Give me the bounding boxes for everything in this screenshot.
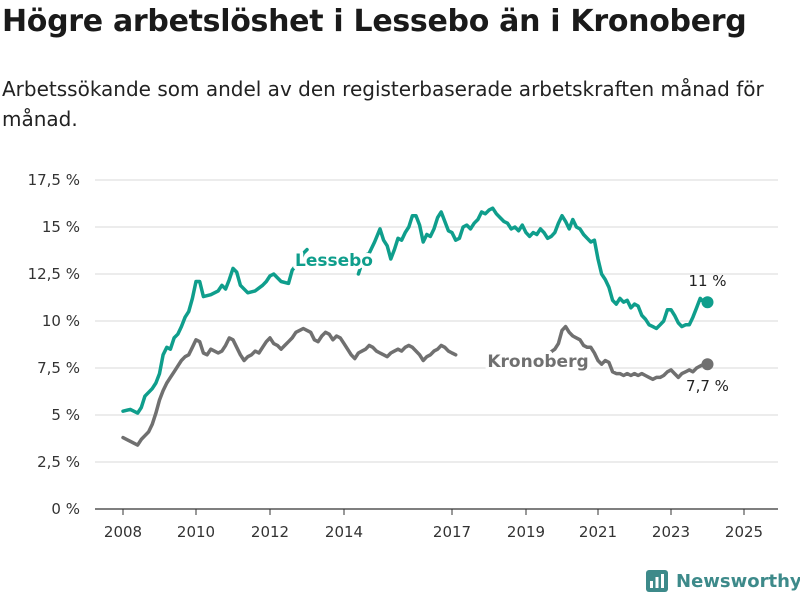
x-tick-label: 2019 (507, 523, 545, 541)
series-label-halo: Lessebo (295, 251, 373, 271)
y-tick-label: 2,5 % (37, 453, 80, 471)
brand-name: Newsworthy (676, 570, 800, 592)
end-label-lessebo: 11 % (688, 272, 726, 290)
series-line-kronoberg (121, 326, 458, 447)
series-line-kronoberg (547, 324, 710, 382)
end-label-kronoberg: 7,7 % (686, 377, 729, 395)
end-point-lessebo (701, 296, 714, 309)
series-label-kronoberg: Kronoberg (487, 352, 588, 372)
brand-logo: Newsworthy (646, 570, 800, 592)
series-line-lessebo (356, 206, 710, 331)
x-tick-label: 2010 (177, 523, 215, 541)
x-tick-label: 2023 (652, 523, 690, 541)
series-label-lessebo: Lessebo (295, 251, 373, 271)
y-tick-label: 5 % (51, 406, 80, 424)
y-tick-label: 10 % (42, 312, 80, 330)
x-tick-label: 2025 (725, 523, 763, 541)
end-point-kronoberg (701, 358, 714, 371)
x-tick-label: 2017 (433, 523, 471, 541)
y-tick-label: 0 % (51, 500, 80, 518)
y-tick-label: 7,5 % (37, 359, 80, 377)
x-tick-label: 2012 (251, 523, 289, 541)
series-line-lessebo (121, 247, 309, 415)
y-tick-label: 12,5 % (28, 265, 80, 283)
bar-chart-logo-icon (646, 570, 668, 592)
chart-subtitle: Arbetssökande som andel av den registerb… (2, 77, 764, 131)
series-label-halo: Kronoberg (487, 352, 588, 372)
x-tick-label: 2008 (104, 523, 142, 541)
chart-title: Högre arbetslöshet i Lessebo än i Kronob… (2, 4, 747, 39)
y-tick-label: 17,5 % (28, 171, 80, 189)
y-tick-label: 15 % (42, 218, 80, 236)
x-tick-label: 2021 (579, 523, 617, 541)
x-tick-label: 2014 (325, 523, 363, 541)
